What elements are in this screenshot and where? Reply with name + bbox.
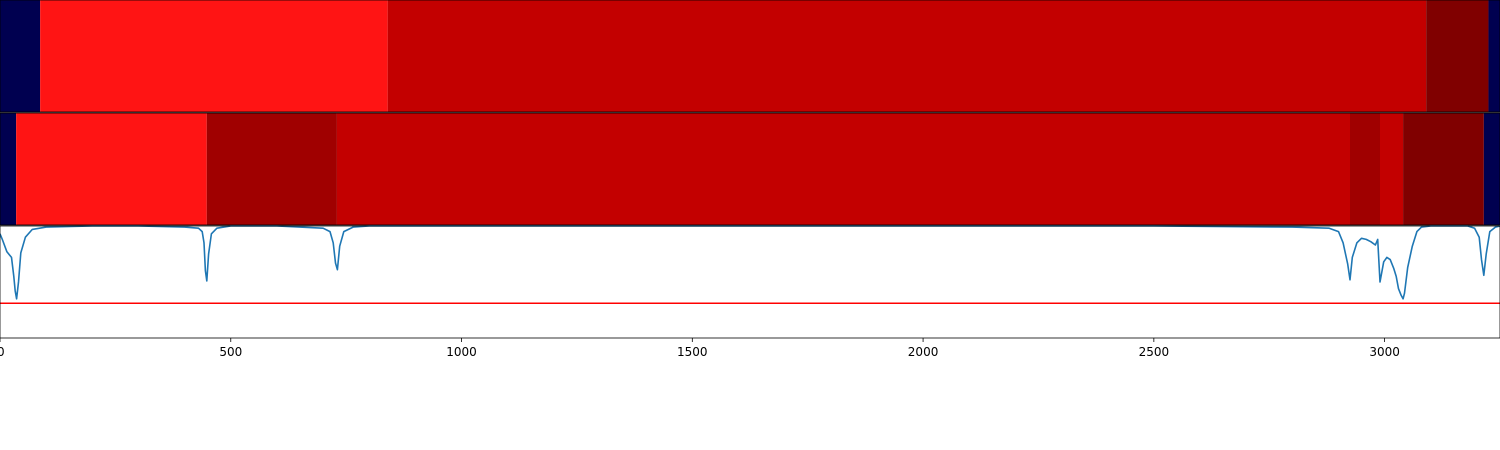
strip-1-segment-2 bbox=[40, 0, 388, 112]
strip-2-segment-3 bbox=[206, 113, 337, 225]
x-tick-label: 2500 bbox=[1139, 345, 1170, 359]
strip-1-segment-5 bbox=[1488, 0, 1500, 112]
line-panel-frame bbox=[0, 225, 1500, 339]
strip-2-segment-8 bbox=[1483, 113, 1500, 225]
strip-2-segment-6 bbox=[1380, 113, 1404, 225]
strip-1-frame bbox=[0, 0, 1500, 113]
x-axis: 0 500 1000 1500 2000 2500 3000 bbox=[0, 338, 1400, 359]
x-tick-label: 3000 bbox=[1369, 345, 1400, 359]
strip-2-segment-5 bbox=[1350, 113, 1380, 225]
strip-2-segment-1 bbox=[0, 113, 17, 225]
heatmap-strip-2 bbox=[0, 112, 1500, 226]
strip-1-segment-1 bbox=[0, 0, 41, 112]
x-tick-label: 2000 bbox=[908, 345, 939, 359]
x-tick-label: 1500 bbox=[677, 345, 708, 359]
strip-1-segment-3 bbox=[387, 0, 1427, 112]
strip-1-segment-4 bbox=[1426, 0, 1489, 112]
line-panel-background bbox=[0, 226, 1500, 338]
line-panel bbox=[0, 225, 1500, 339]
x-tick-label: 500 bbox=[219, 345, 242, 359]
x-tick-label: 1000 bbox=[446, 345, 477, 359]
strip-2-segment-7 bbox=[1403, 113, 1484, 225]
strip-2-segment-2 bbox=[16, 113, 207, 225]
x-tick-label: 0 bbox=[0, 345, 5, 359]
strip-2-frame bbox=[0, 112, 1500, 226]
strip-2-segment-4 bbox=[336, 113, 1350, 225]
heatmap-strip-1 bbox=[0, 0, 1500, 113]
